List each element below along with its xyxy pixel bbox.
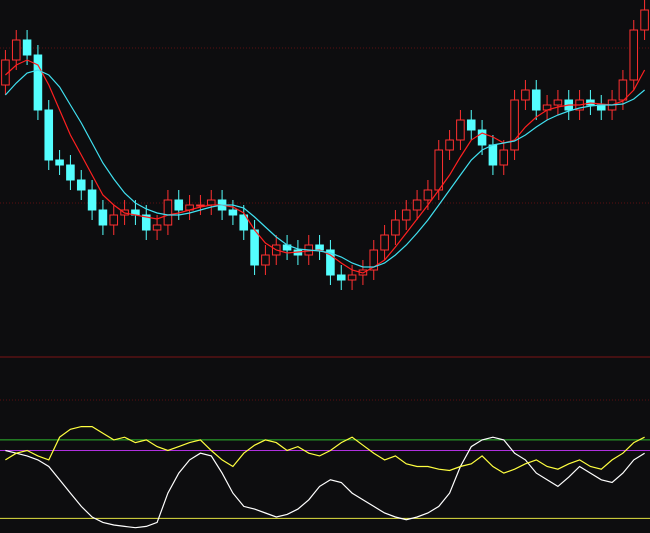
candle-body <box>336 274 346 281</box>
candle-body <box>261 254 270 266</box>
candle-body <box>380 234 389 251</box>
candle-body <box>250 229 259 266</box>
candle-body <box>499 149 509 166</box>
candle-body <box>66 164 75 181</box>
candle-body <box>98 209 108 226</box>
candle-body <box>553 99 563 106</box>
candle-body <box>44 109 54 161</box>
indicator-line <box>4 69 645 268</box>
candle-body <box>22 39 32 56</box>
candle-body <box>347 274 357 281</box>
candle-body <box>521 89 530 101</box>
candle-body <box>401 209 411 221</box>
candle-body <box>445 139 454 151</box>
candle-body <box>1 59 10 86</box>
candle-body <box>76 179 86 191</box>
candle-body <box>141 214 151 231</box>
candle-body <box>531 89 541 111</box>
candle-body <box>174 199 184 211</box>
candle-body <box>109 214 119 226</box>
candle-body <box>196 204 205 207</box>
candle-body <box>434 149 444 191</box>
candle-body <box>456 119 465 141</box>
candle-body <box>488 144 498 166</box>
candle-body <box>239 214 249 231</box>
candle-body <box>391 219 400 236</box>
indicator-line <box>5 436 645 529</box>
candle-body <box>629 29 639 81</box>
candle-body <box>11 39 21 61</box>
candle-body <box>369 249 379 271</box>
candle-body <box>640 9 649 31</box>
indicator-line <box>5 426 645 474</box>
indicator-line <box>4 59 646 274</box>
candle-body <box>228 209 238 216</box>
candle-body <box>163 199 173 226</box>
candle-body <box>206 199 216 206</box>
candle-body <box>466 119 476 131</box>
candle-body <box>87 189 97 211</box>
candle-body <box>477 129 487 146</box>
candle-body <box>152 224 162 231</box>
candle-body <box>618 79 628 101</box>
candle-body <box>55 159 64 166</box>
candle-body <box>315 244 324 251</box>
candle-body <box>423 189 433 201</box>
candle-body <box>412 199 422 211</box>
candle-body <box>510 99 519 151</box>
candle-body <box>33 54 43 111</box>
candle-body <box>326 249 335 276</box>
